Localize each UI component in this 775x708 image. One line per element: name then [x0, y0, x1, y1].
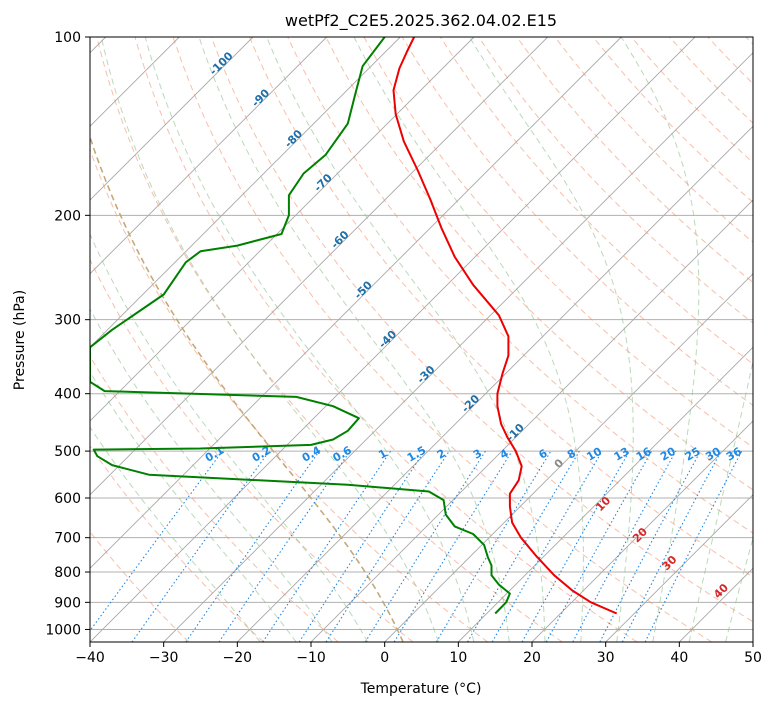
plot-frame: [89, 36, 754, 643]
dry-adiabat-line: [210, 37, 753, 623]
dry-adiabat-line: [90, 355, 339, 642]
y-tick-label: 1000: [45, 622, 81, 638]
isotherm-line: [236, 125, 753, 642]
y-tick-label: 500: [54, 444, 81, 460]
isotherm-line: [90, 37, 622, 569]
dry-adiabat-line: [134, 37, 638, 642]
x-tick-label: 10: [449, 650, 467, 666]
dry-adiabat-line: [249, 37, 753, 578]
sounding-profiles: [90, 37, 618, 615]
mixing-ratio-line: [131, 450, 270, 642]
x-tick-label: 20: [523, 650, 541, 666]
moist-adiabat-line: [762, 37, 775, 642]
mixing-ratio-line: [644, 450, 743, 642]
x-tick-label: −30: [149, 650, 179, 666]
isotherm-line: [310, 199, 753, 642]
dry-adiabat-line: [90, 445, 264, 642]
isotherm-line: [90, 37, 549, 496]
moist-adiabat-line: [688, 358, 753, 642]
moist-adiabat-line: [620, 37, 700, 642]
dry-adiabat-line: [172, 37, 712, 642]
chart-title: wetPf2_C2E5.2025.362.04.02.E15: [285, 11, 557, 31]
isotherm-line: [384, 273, 753, 642]
y-axis-title: Pressure (hPa): [12, 290, 28, 390]
isotherm-line: [163, 52, 753, 642]
plot-background: [90, 37, 753, 642]
x-axis-title: Temperature (°C): [360, 681, 482, 697]
mixing-ratio-line: [545, 450, 653, 642]
mixing-ratio-line: [393, 450, 513, 642]
x-tick-label: 30: [597, 650, 615, 666]
isotherm-line: [90, 37, 475, 422]
mixing-ratio-line: [185, 450, 320, 642]
y-tick-label: 100: [54, 30, 81, 46]
dry-adiabat-line: [96, 37, 563, 642]
mixing-ratio-line: [218, 450, 351, 642]
moist-adiabat-line: [144, 37, 475, 642]
moist-adiabat-line: [353, 37, 584, 642]
isotherm-line: [457, 346, 753, 642]
y-tick-label: 400: [54, 387, 81, 403]
moist-adiabat-line: [90, 308, 333, 642]
y-tick-label: 200: [54, 208, 81, 224]
isotherm-line: [605, 494, 753, 642]
isotherm-line: [90, 37, 696, 642]
moist-adiabat-line: [90, 426, 261, 642]
dry-adiabat-line: [325, 37, 753, 491]
y-tick-label: 900: [54, 595, 81, 611]
temperature-profile-line: [392, 37, 618, 615]
dry-adiabat-line: [287, 37, 753, 534]
mixing-ratio-line: [262, 450, 392, 642]
x-tick-label: −10: [296, 650, 326, 666]
dry-adiabat-line: [516, 37, 753, 284]
x-tick-label: 0: [380, 650, 389, 666]
y-tick-label: 800: [54, 565, 81, 581]
x-tick-label: −20: [223, 650, 253, 666]
axes: −40 −30 −20 −10 0 10 20 30 40 50 100 200 300 400 500 60…: [45, 30, 762, 666]
moist-adiabat-line: [90, 232, 369, 642]
mixing-ratio-line: [298, 450, 425, 642]
mixing-ratio-line: [325, 450, 450, 642]
x-tick-label: 50: [744, 650, 762, 666]
dry-adiabat-line: [90, 258, 414, 642]
isotherm-line: [90, 37, 254, 201]
moist-adiabat-line: [90, 370, 297, 642]
isotherm-line: [531, 420, 753, 642]
mixing-ratio-line: [572, 450, 677, 642]
mixing-ratio-line: [521, 450, 630, 642]
moist-adiabat-line: [725, 536, 753, 642]
mixing-ratio-line: [90, 450, 223, 632]
x-tick-label: −40: [75, 650, 105, 666]
isotherm-line: [90, 37, 328, 275]
moist-adiabat-line: [266, 37, 546, 642]
melting-adiabat-line: [90, 134, 404, 642]
moist-adiabat-line: [198, 37, 510, 642]
isotherm-line: [752, 641, 753, 642]
y-tick-label: 300: [54, 313, 81, 329]
x-tick-label: 40: [670, 650, 688, 666]
y-tick-label: 600: [54, 491, 81, 507]
y-tick-label: 700: [54, 531, 81, 547]
moist-adiabat-line: [100, 37, 439, 642]
dewpoint-profile-line: [90, 37, 511, 615]
